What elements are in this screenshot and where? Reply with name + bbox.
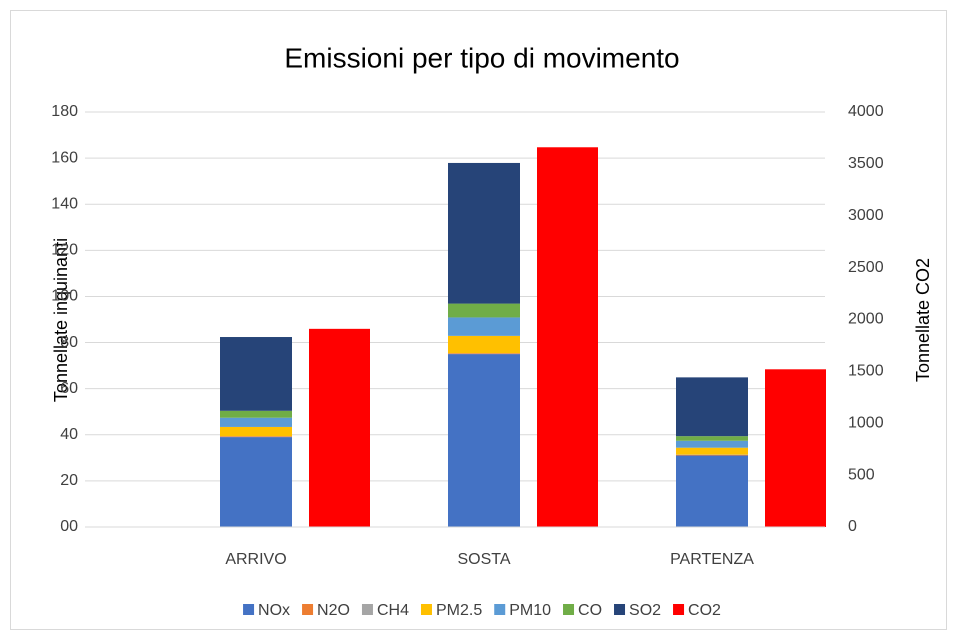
legend-swatch (243, 604, 255, 615)
bar-segment (220, 417, 292, 427)
legend-swatch (494, 604, 506, 615)
legend-label: CO (578, 602, 602, 619)
y2-tick-label: 4000 (848, 103, 884, 120)
bar-segment (448, 353, 520, 355)
legend-swatch (614, 604, 626, 615)
y2-tick-label: 3000 (848, 207, 884, 224)
y-tick-label: 00 (60, 518, 78, 535)
y-axis-title: Tonnellate inquinanti (51, 238, 71, 402)
chart-title: Emissioni per tipo di movimento (284, 42, 679, 73)
legend-swatch (420, 604, 432, 615)
bar-segment (448, 354, 520, 527)
bar-segment (220, 437, 292, 527)
legend-label: CH4 (377, 602, 409, 619)
bar-segment (220, 436, 292, 438)
y-tick-label: 20 (60, 472, 78, 489)
y2-tick-label: 1500 (848, 363, 884, 380)
legend-swatch (361, 604, 373, 615)
y2-axis-title: Tonnellate CO2 (913, 258, 933, 382)
x-tick-label: SOSTA (457, 551, 510, 568)
bar-segment (448, 162, 520, 304)
y-tick-label: 100 (51, 288, 78, 305)
bar (537, 147, 598, 527)
y2-tick-label: 2500 (848, 259, 884, 276)
y2-tick-label: 0 (848, 518, 857, 535)
bar (309, 328, 370, 527)
bar-segment (676, 447, 748, 455)
legend-label: SO2 (629, 602, 661, 619)
y2-tick-label: 1000 (848, 414, 884, 431)
y-tick-label: 60 (60, 380, 78, 397)
legend-label: NOx (258, 602, 290, 619)
legend-label: PM10 (509, 602, 551, 619)
y-tick-label: 160 (51, 149, 78, 166)
legend-label: PM2.5 (436, 602, 482, 619)
bar (765, 369, 826, 527)
legend-label: CO2 (688, 602, 721, 619)
y-tick-label: 120 (51, 242, 78, 259)
y-tick-label: 180 (51, 103, 78, 120)
y-tick-label: 40 (60, 426, 78, 443)
y-tick-label: 80 (60, 334, 78, 351)
legend-swatch (563, 604, 575, 615)
bar-segment (676, 440, 748, 448)
y-tick-label: 140 (51, 195, 78, 212)
bar-segment (220, 410, 292, 418)
legend-swatch (673, 604, 685, 615)
bar-segment (676, 436, 748, 441)
bar-segment (448, 317, 520, 336)
legend-label: N2O (317, 602, 350, 619)
x-tick-label: ARRIVO (225, 551, 286, 568)
bar-segment (448, 335, 520, 354)
bar-segment (220, 426, 292, 437)
bar-segment (676, 454, 748, 456)
y2-tick-label: 2000 (848, 311, 884, 328)
bar-segment (448, 303, 520, 318)
y2-tick-label: 3500 (848, 155, 884, 172)
bar-segment (676, 455, 748, 527)
y2-tick-label: 500 (848, 466, 875, 483)
legend-swatch (302, 604, 314, 615)
bar-segment (220, 337, 292, 411)
x-tick-label: PARTENZA (670, 551, 754, 568)
bar-segment (676, 377, 748, 437)
